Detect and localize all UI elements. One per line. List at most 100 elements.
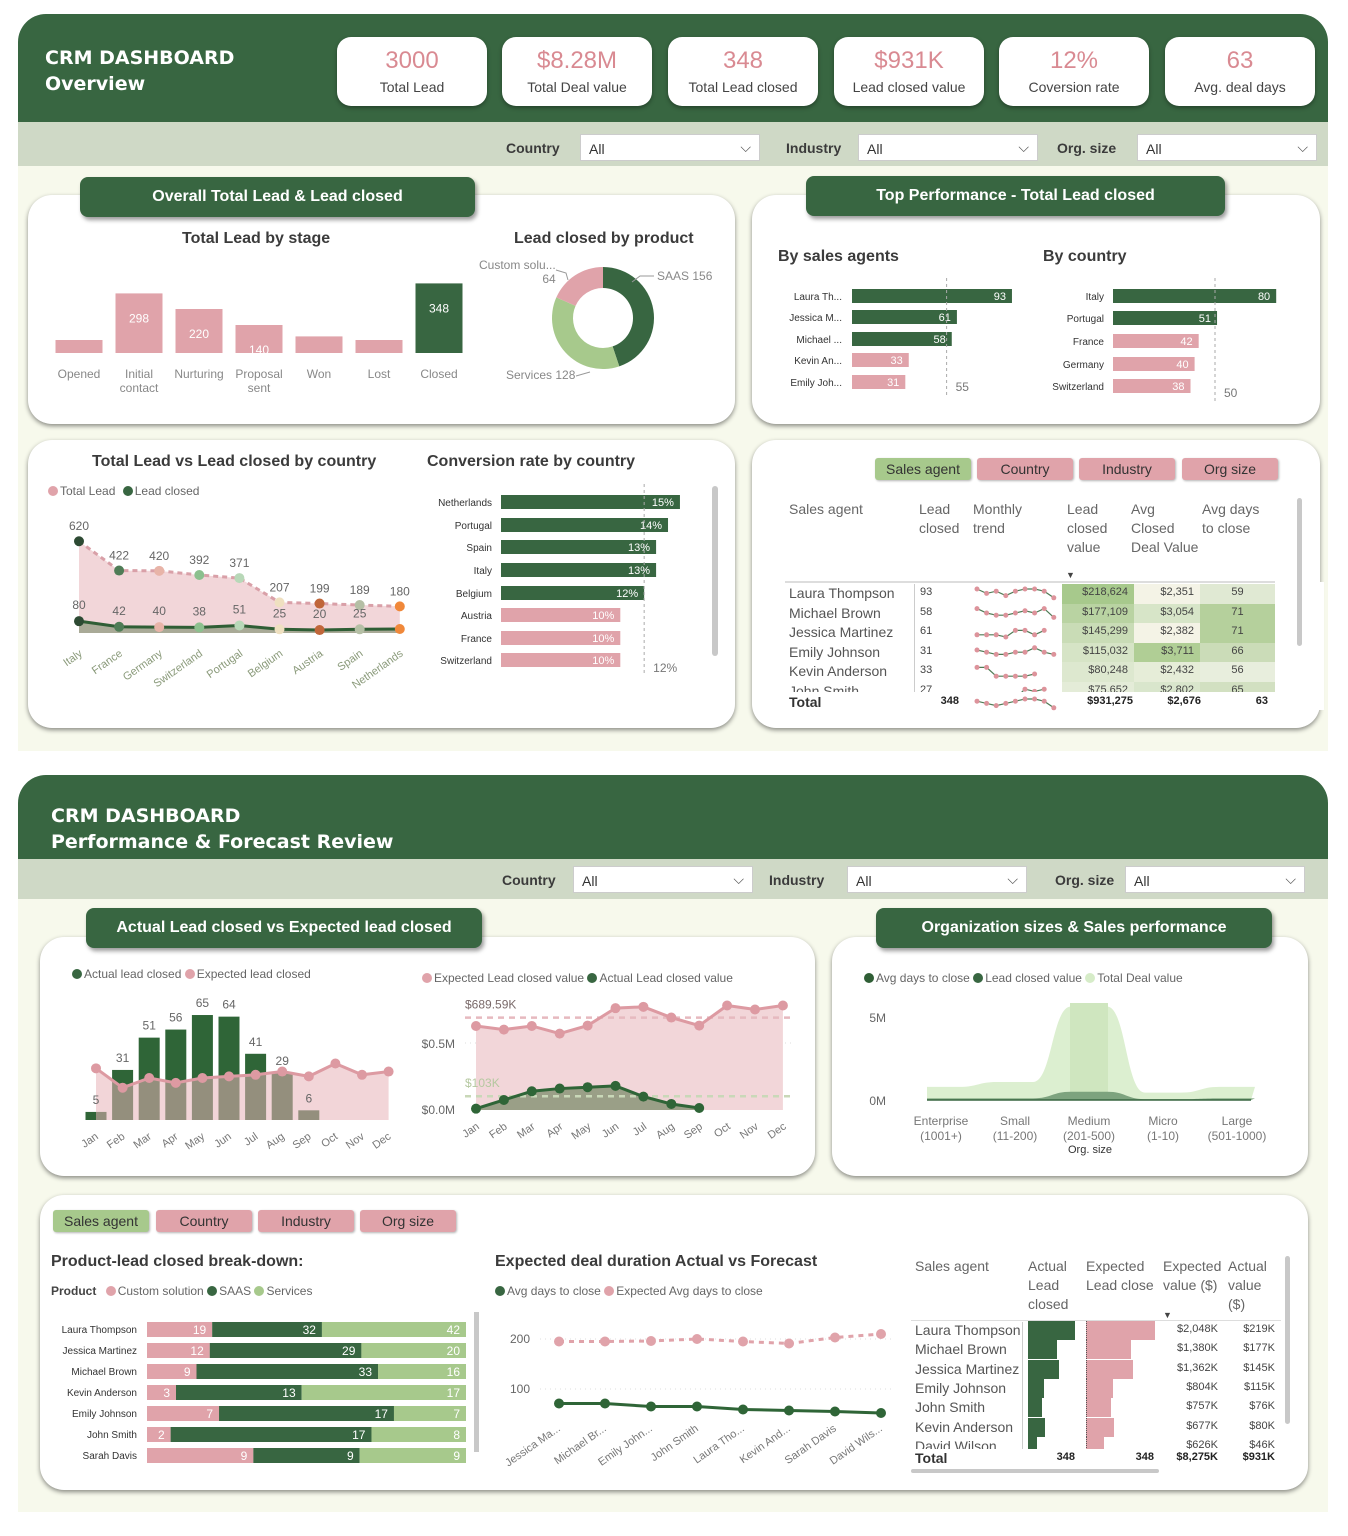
horizontal-scrollbar[interactable] [911,1469,1159,1473]
month-label: Jun [212,1131,233,1151]
actual-lead-bar [1028,1436,1037,1449]
month-label: Aug [654,1121,677,1142]
tab-org-size[interactable]: Org size [360,1210,456,1232]
tab-industry[interactable]: Industry [1079,458,1175,480]
month-label: Jul [631,1121,649,1139]
conversion-category: Austria [461,611,493,622]
table-scrollbar[interactable] [1285,1256,1290,1424]
lead-closed-cell: 33 [920,664,933,677]
table-row[interactable]: Michael Brown 58 $177,109 $3,054 71 [785,603,1275,624]
table-row[interactable]: John Smith $757K $76K [911,1398,1281,1418]
table-row[interactable]: Michael Brown $1,380K $177K [911,1340,1281,1360]
tab-industry[interactable]: Industry [258,1210,354,1232]
stage-value-label: 220 [189,327,209,341]
leader-line [555,269,569,281]
column-header[interactable]: Lead closed value [1067,501,1108,555]
lead-closed-cell: 58 [920,605,933,618]
column-header[interactable]: Expected Lead close [1086,1258,1154,1293]
trend-sparkline-point [1041,588,1047,594]
table-row[interactable]: Jessica Martinez 61 $145,299 $2,382 71 [785,623,1275,644]
column-header[interactable]: Avg days to close [1202,501,1260,536]
table-row[interactable]: Emily Johnson 31 $115,032 $3,711 66 [785,642,1275,663]
table-row[interactable]: David Wilson $626K $46K [911,1436,1281,1449]
lead-closed-point [314,625,325,636]
conversion-category: Italy [474,566,492,577]
lead-closed-label: 20 [313,607,327,621]
scrollbar[interactable] [474,1312,479,1452]
month-label: Jul [242,1131,260,1149]
avg-value-cell: $2,802 [1134,682,1200,692]
breakdown-segment [361,1343,466,1358]
tab-sales-agent[interactable]: Sales agent [53,1210,149,1232]
conversion-bar [501,608,621,622]
filter-label: Org. size [1057,140,1117,156]
filter-dropdown-orgsize[interactable]: All ⌵ [1137,134,1317,161]
column-header[interactable]: Actual value ($) [1228,1258,1267,1312]
column-header[interactable]: Lead closed [919,501,960,536]
breakdown-agent: John Smith [87,1430,137,1441]
actual-lead-bar [1028,1417,1045,1437]
lead-closed-label: 25 [273,606,287,620]
legend-saas: SAAS [219,1284,252,1298]
column-header[interactable]: Sales agent [789,501,863,517]
avg-value-cell: $2,382 [1134,623,1200,644]
table-row[interactable]: Jessica Martinez $1,362K $145K [911,1359,1281,1379]
trend-sparkline-point [993,588,999,594]
actual-value-point [498,1094,509,1105]
expected-lead-bar [1086,1398,1111,1418]
tab-country[interactable]: Country [977,458,1073,480]
table-row[interactable]: Kevin Anderson 33 $80,248 $2,432 56 [785,662,1275,683]
kpi-label: Lead closed value [852,79,966,95]
tab-org-size[interactable]: Org size [1182,458,1278,480]
actual-expected-legend: Actual lead closed Expected lead closed [72,967,311,981]
legend-dot [1085,973,1096,983]
filter-label: Country [506,140,560,156]
month-label: Jan [460,1121,481,1141]
table-row[interactable]: Laura Thompson $2,048K $219K [911,1321,1281,1340]
actual-value-point [610,1080,621,1091]
table-scrollbar[interactable] [1297,498,1302,646]
expected-value-point [777,1000,788,1011]
org-size-range: (501-1000) [1208,1129,1267,1143]
trend-sparkline-point [1003,593,1009,599]
segment-label: 17 [447,1386,461,1400]
month-label: Aug [264,1131,287,1152]
column-header[interactable]: Avg Closed Deal Value [1131,501,1199,555]
table-row[interactable]: John Smith 27 $75,652 $2,802 65 [785,682,1275,692]
org-size-legend: Avg days to close Lead closed value Tota… [864,971,1183,985]
filter-dropdown-industry[interactable]: All ⌵ [858,134,1038,161]
conversion-bar [501,518,669,532]
trend-sparkline-point [1032,671,1038,677]
total-label: Total [915,1450,948,1466]
table-row[interactable]: Emily Johnson $804K $115K [911,1378,1281,1398]
filter-dropdown-country[interactable]: All ⌵ [580,134,760,161]
legend-title: Product [51,1284,97,1298]
column-header[interactable]: Actual Lead closed [1028,1258,1069,1312]
conversion-bar [501,586,645,600]
breakdown-segment [378,1364,466,1379]
chevron-down-icon: ⌵ [1285,871,1296,887]
column-header[interactable]: Monthly trend [973,501,1023,536]
column-header[interactable]: Expected value ($) [1163,1258,1222,1293]
conversion-value: 15% [652,497,674,509]
trend-sparkline-point [984,632,990,638]
month-label: Feb [487,1121,509,1142]
filter-dropdown-country[interactable]: All ⌵ [573,866,753,893]
expected-days-point [784,1338,794,1349]
column-header[interactable]: Sales agent [915,1258,989,1274]
tab-sales-agent[interactable]: Sales agent [875,458,971,480]
table-row[interactable]: Kevin Anderson $677K $80K [911,1417,1281,1437]
lead-value-cell: $145,299 [1062,623,1134,644]
filter-dropdown-industry[interactable]: All ⌵ [847,866,1027,893]
segment-label: 13 [282,1386,296,1400]
avg-days-cell: 71 [1200,603,1275,624]
table-row[interactable]: Laura Thompson 93 $218,624 $2,351 59 [785,584,1275,604]
trend-sparkline-point [1012,627,1018,633]
segment-label: 29 [342,1344,356,1358]
tab-country[interactable]: Country [156,1210,252,1232]
filter-dropdown-orgsize[interactable]: All ⌵ [1125,866,1305,893]
actual-lead-bar [1028,1340,1057,1360]
scrollbar[interactable] [712,486,718,656]
